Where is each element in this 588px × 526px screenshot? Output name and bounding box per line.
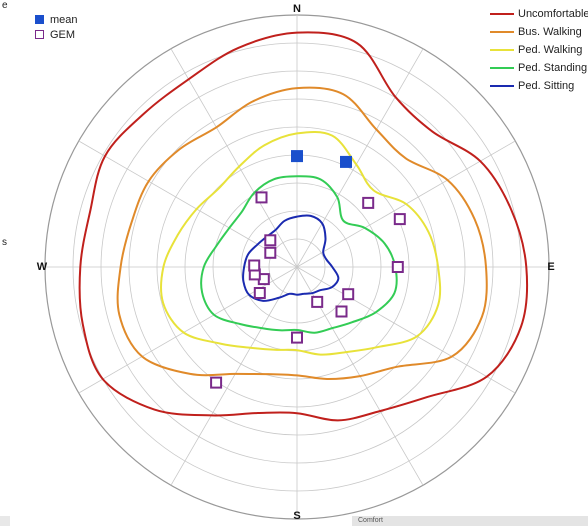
compass-south: S — [293, 510, 301, 522]
grid-spoke — [296, 48, 424, 268]
contour-ped-standing — [200, 175, 398, 334]
contour-ped-walking — [160, 130, 442, 356]
gem-marker — [393, 213, 406, 226]
grid-spoke — [78, 140, 298, 268]
line-swatch-icon — [490, 13, 514, 15]
contour-legend: Uncomfortable Bus. Walking Ped. Walking … — [490, 5, 588, 95]
compass-west: W — [36, 261, 48, 273]
contour-uncomfortable — [78, 31, 529, 422]
legend-item-ped-standing: Ped. Standing — [490, 59, 588, 77]
legend-label-ped-sitting: Ped. Sitting — [518, 80, 575, 92]
compass-north: N — [293, 3, 301, 15]
edge-text-top-left: e — [2, 0, 8, 11]
open-square-icon — [35, 30, 44, 39]
gem-marker — [255, 191, 268, 204]
left-panel-strip — [0, 516, 10, 526]
line-swatch-icon — [490, 85, 514, 87]
legend-label-bus-walking: Bus. Walking — [518, 26, 582, 38]
gem-marker — [342, 288, 355, 301]
point-legend: mean GEM — [35, 12, 78, 42]
filled-square-icon — [35, 15, 44, 24]
edge-text-mid-left: s — [2, 237, 7, 248]
gem-marker — [264, 246, 277, 259]
contour-ped-sitting — [242, 214, 340, 302]
line-swatch-icon — [490, 49, 514, 51]
gem-marker — [248, 259, 261, 272]
comfort-contours — [78, 31, 529, 422]
gem-marker — [253, 287, 266, 299]
legend-label-uncomfortable: Uncomfortable — [518, 8, 588, 20]
mean-marker — [340, 155, 352, 168]
grid-spoke — [170, 266, 298, 486]
gem-marker — [362, 196, 375, 209]
gem-marker — [264, 234, 277, 247]
legend-item-ped-walking: Ped. Walking — [490, 41, 588, 59]
legend-item-uncomfortable: Uncomfortable — [490, 5, 588, 23]
legend-label-mean: mean — [50, 13, 78, 26]
contour-bus-walking — [116, 86, 488, 381]
legend-item-ped-sitting: Ped. Sitting — [490, 77, 588, 95]
gem-marker — [311, 295, 324, 308]
comfort-panel-header: Comfort — [352, 516, 588, 526]
gem-marker — [210, 376, 223, 389]
grid-spoke — [296, 266, 516, 394]
legend-item-mean: mean — [35, 12, 78, 27]
legend-item-bus-walking: Bus. Walking — [490, 23, 588, 41]
line-swatch-icon — [490, 31, 514, 33]
legend-label-ped-standing: Ped. Standing — [518, 62, 588, 74]
gem-marker — [335, 305, 348, 318]
mean-marker — [291, 150, 303, 163]
gem-marker — [291, 331, 303, 344]
compass-east: E — [547, 261, 555, 273]
legend-item-gem: GEM — [35, 27, 78, 42]
legend-label-ped-walking: Ped. Walking — [518, 44, 583, 56]
point-markers — [210, 150, 406, 389]
line-swatch-icon — [490, 67, 514, 69]
legend-label-gem: GEM — [50, 28, 76, 41]
gem-marker — [391, 261, 404, 273]
